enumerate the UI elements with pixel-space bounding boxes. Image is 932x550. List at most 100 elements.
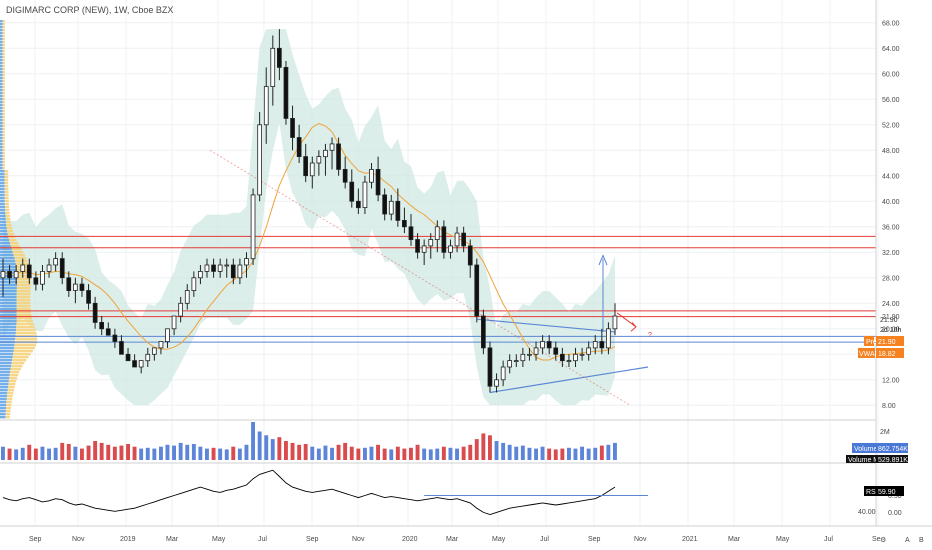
volume-profile-bar-blue bbox=[0, 206, 5, 209]
volume-profile-bar-blue bbox=[0, 65, 3, 68]
volume-profile-bar-blue bbox=[0, 56, 3, 59]
candle-body bbox=[79, 283, 85, 291]
auto-scale-button[interactable]: A bbox=[905, 537, 910, 544]
volume-profile-bar-blue bbox=[0, 149, 3, 152]
volume-profile-bar-yellow bbox=[5, 212, 10, 215]
volume-profile-bar-yellow bbox=[5, 218, 11, 221]
volume-profile-bar-yellow bbox=[17, 278, 32, 281]
volume-profile-bar-yellow bbox=[13, 350, 33, 353]
volume-profile-bar-blue bbox=[0, 146, 3, 149]
candlesticks bbox=[0, 29, 618, 393]
volume-bar bbox=[409, 447, 413, 460]
volume-profile-bar-blue bbox=[0, 50, 3, 53]
volume-profile-bar-blue bbox=[0, 155, 3, 158]
volume-bar bbox=[560, 448, 565, 460]
volume-profile-bar-blue bbox=[0, 320, 17, 323]
volume-profile-bar-blue bbox=[0, 311, 17, 314]
volume-profile-bar-yellow bbox=[2, 92, 5, 95]
volume-bar bbox=[481, 433, 486, 460]
log-scale-button[interactable]: B bbox=[919, 537, 924, 544]
volume-profile-bar-yellow bbox=[2, 113, 5, 116]
time-axis[interactable]: Sep Nov 2019 Mar May Jul Sep Nov 2020 Mar May Jul Se… bbox=[29, 536, 881, 543]
volume-profile-bar-yellow bbox=[4, 203, 9, 206]
volume-bar bbox=[27, 444, 32, 460]
volume-profile-bar-yellow bbox=[17, 272, 31, 275]
volume-profile-bar-blue bbox=[0, 308, 17, 311]
volume-profile-bar-blue bbox=[0, 242, 10, 245]
volume-profile-bar-blue bbox=[0, 119, 3, 122]
volume-profile-bar-yellow bbox=[6, 398, 13, 401]
candle-body bbox=[197, 270, 203, 279]
pullback-arrow-line bbox=[616, 312, 637, 328]
volume-bar bbox=[198, 446, 203, 460]
volume-profile-bar-yellow bbox=[2, 104, 5, 107]
volume-profile-bar-blue bbox=[0, 203, 5, 206]
volume-profile-bar-blue bbox=[0, 269, 17, 272]
volume-bar bbox=[507, 444, 512, 460]
candle-body bbox=[309, 162, 315, 177]
candle-body bbox=[448, 245, 453, 253]
volume-profile-bar-blue bbox=[0, 248, 12, 251]
volume-profile-bar-blue bbox=[0, 302, 17, 305]
volume-bar bbox=[145, 447, 150, 460]
candle-body bbox=[349, 181, 355, 202]
volume-profile-bar-yellow bbox=[6, 224, 12, 227]
volume-bar bbox=[40, 446, 45, 460]
price-axis[interactable]: 68.00 64.00 60.00 56.00 52.00 48.00 44.00 40.00… bbox=[882, 20, 900, 410]
volume-bar bbox=[139, 448, 144, 460]
volume-bar bbox=[343, 442, 348, 460]
candle-body bbox=[467, 245, 473, 266]
candle-body bbox=[217, 264, 223, 272]
volume-profile-bar-yellow bbox=[6, 407, 11, 410]
volume-bar bbox=[415, 444, 420, 460]
volume-profile-bar-blue bbox=[0, 329, 16, 332]
candle-body bbox=[362, 181, 368, 209]
volume-bar bbox=[218, 448, 223, 460]
settings-icon[interactable]: ⚙ bbox=[880, 536, 886, 544]
volume-bar bbox=[106, 444, 111, 460]
volume-bar bbox=[567, 447, 571, 460]
price-axis-tick: 68.00 bbox=[882, 20, 900, 27]
volume-profile-bar-blue bbox=[0, 125, 3, 128]
volume-bar bbox=[461, 446, 466, 460]
volume-profile-bar-yellow bbox=[2, 35, 5, 38]
volume-profile-bar-blue bbox=[0, 278, 18, 281]
volume-profile-bar-blue bbox=[0, 416, 6, 419]
volume-profile-bar-yellow bbox=[9, 377, 18, 380]
candle-body bbox=[92, 302, 98, 323]
pre-value-box bbox=[876, 336, 904, 346]
candle-body bbox=[369, 168, 374, 183]
volume-profile-bar-yellow bbox=[2, 164, 5, 167]
volume-bar bbox=[606, 444, 611, 460]
volume-profile-bar-yellow bbox=[16, 302, 31, 305]
volume-profile-bar-yellow bbox=[2, 110, 5, 113]
candle-body bbox=[145, 353, 151, 362]
volume-profile-bar-yellow bbox=[5, 209, 10, 212]
volume-profile-bar-blue bbox=[0, 101, 3, 104]
candle-body bbox=[59, 258, 65, 279]
volume-profile-bar-blue bbox=[0, 347, 14, 350]
volume-profile-bar-yellow bbox=[2, 38, 5, 41]
volume-profile-bar-blue bbox=[0, 314, 17, 317]
volume-bar bbox=[494, 441, 499, 460]
volume-profile-bar-blue bbox=[0, 326, 17, 329]
volume-profile-bar-blue bbox=[0, 212, 6, 215]
volume-profile-bar-yellow bbox=[2, 20, 5, 23]
volume-profile-bar-blue bbox=[0, 332, 16, 335]
volume-profile-bar-yellow bbox=[2, 95, 5, 98]
volume-profile-bar-blue bbox=[0, 47, 3, 50]
volume-profile-bar-yellow bbox=[9, 239, 17, 242]
volume-profile-bar-blue bbox=[0, 77, 3, 80]
volume-profile-bar-blue bbox=[0, 383, 9, 386]
volume-profile-bar-yellow bbox=[16, 329, 36, 332]
volume-profile-bar-yellow bbox=[7, 233, 15, 236]
candle-body bbox=[606, 328, 611, 349]
candle-body bbox=[540, 341, 545, 349]
volume-profile-bar-blue bbox=[0, 134, 3, 137]
candle-body bbox=[421, 245, 427, 253]
candle-body bbox=[53, 258, 59, 266]
volume-bar bbox=[402, 448, 407, 460]
candle-body bbox=[7, 270, 12, 279]
volume-profile-bar-blue bbox=[0, 218, 6, 221]
price-axis-tick: 64.00 bbox=[882, 46, 900, 53]
